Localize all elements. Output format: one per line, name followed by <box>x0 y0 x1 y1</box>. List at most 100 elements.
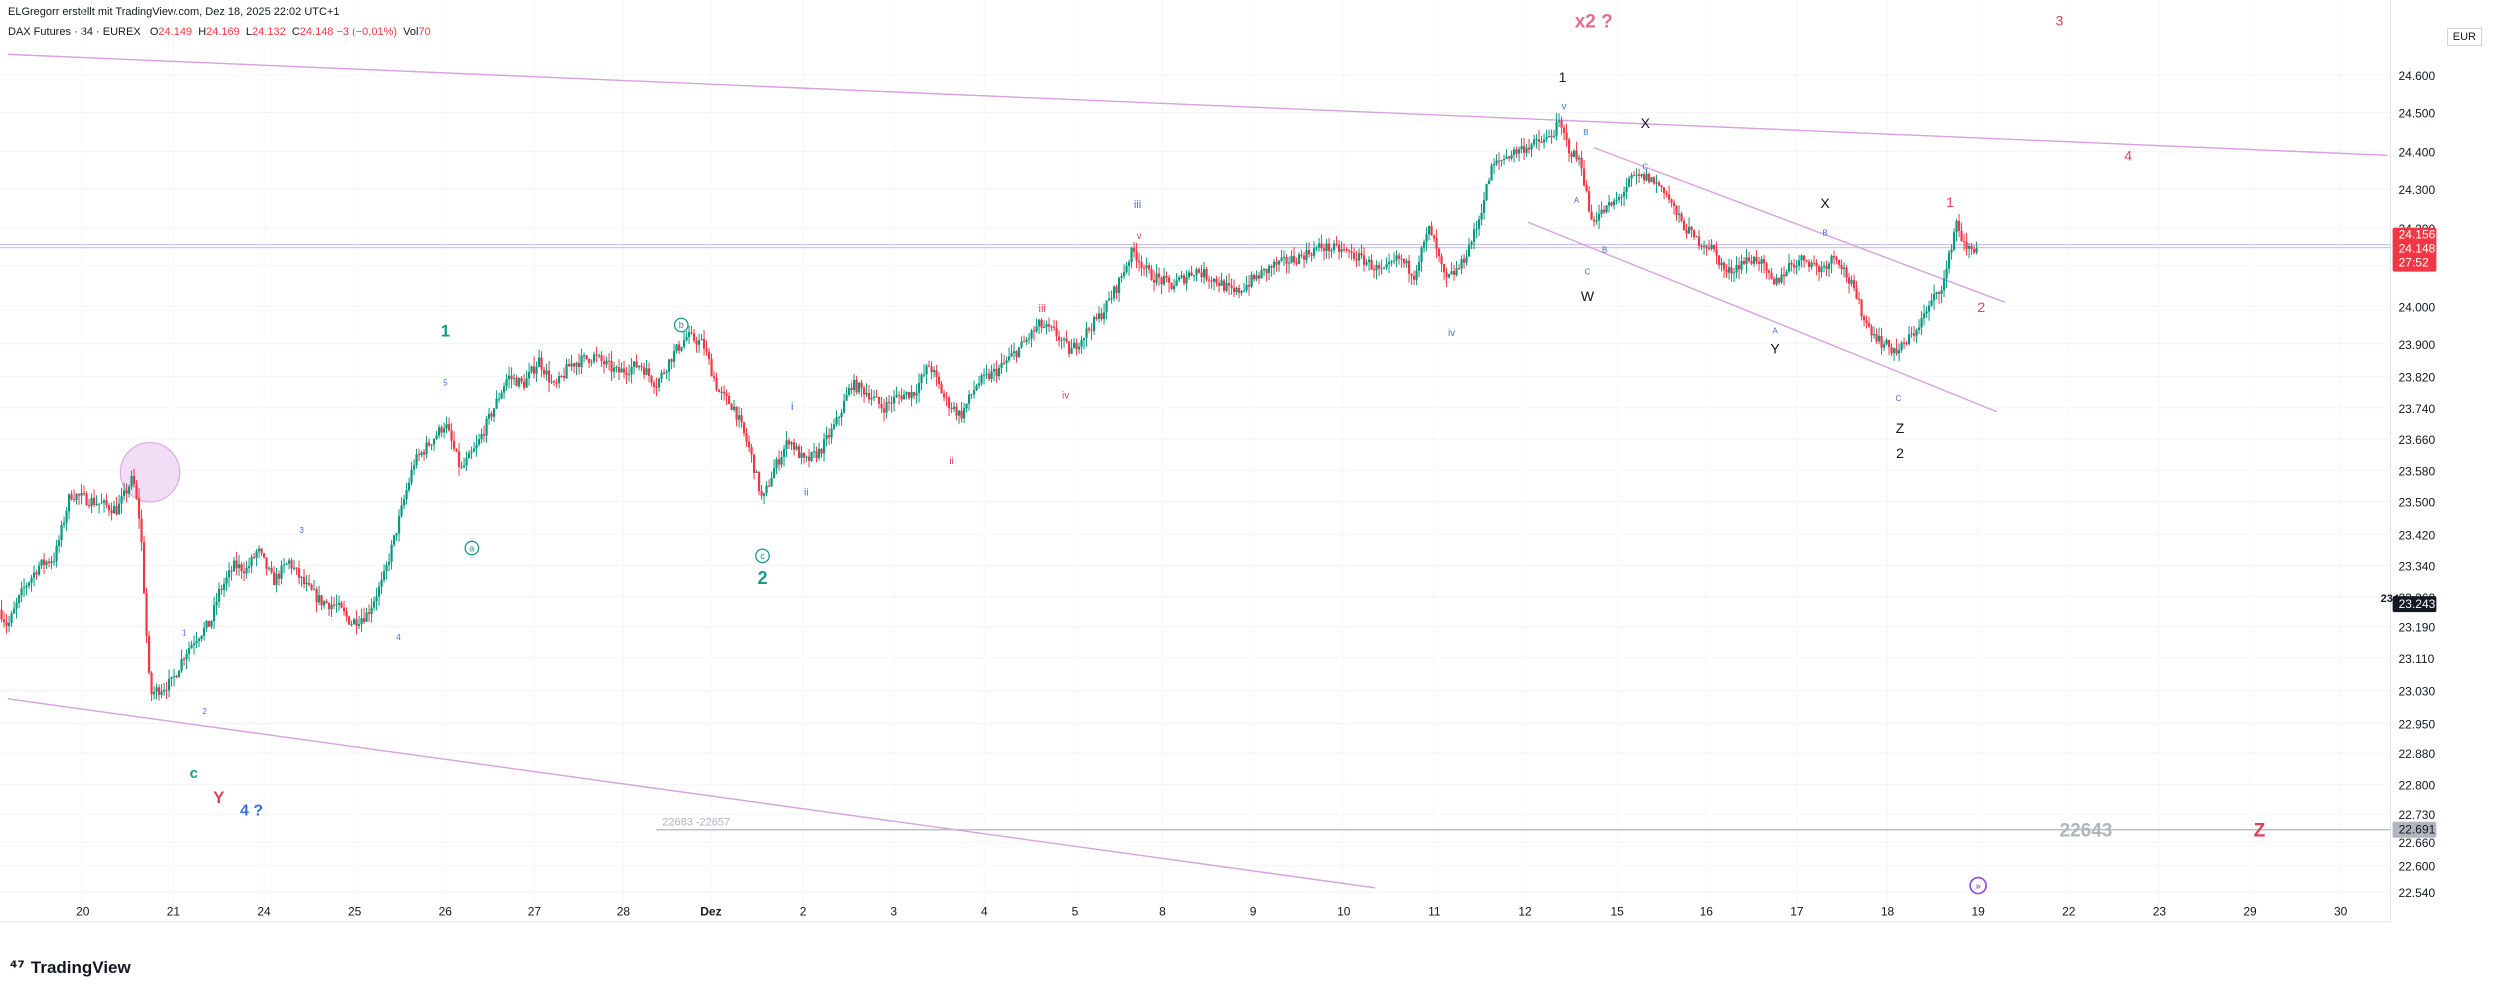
candle-body <box>1372 269 1376 271</box>
mark-price-tag: 23.243 <box>2399 597 2436 611</box>
candle-body <box>1317 243 1321 248</box>
ohlc-open: O24.149 <box>149 26 193 38</box>
candle-body <box>1945 268 1948 279</box>
candle-body <box>860 382 863 388</box>
candle-body <box>22 587 26 589</box>
candle-body <box>27 582 31 586</box>
candle-body <box>1772 278 1776 285</box>
candle-body <box>665 371 668 373</box>
candle-body <box>760 490 763 496</box>
price-tick: 23.500 <box>2398 496 2435 510</box>
candle-body <box>995 368 998 377</box>
candle-body <box>1947 252 1951 269</box>
candle-body <box>37 565 41 575</box>
candle-body <box>1725 269 1728 273</box>
symbol-name[interactable]: DAX Futures · 34 · EUREX <box>8 26 141 38</box>
candle-body <box>1907 334 1911 344</box>
candle-body <box>192 643 196 645</box>
price-tick: 23.190 <box>2398 621 2435 635</box>
level-price-tag-bg <box>2392 821 2437 838</box>
candle-body <box>212 605 216 622</box>
wave-label: A <box>1574 196 1580 205</box>
candle-body <box>832 424 836 429</box>
candle-body <box>1537 139 1541 142</box>
candle-body <box>1032 330 1036 332</box>
candle-body <box>1030 330 1033 339</box>
candle-body <box>1355 258 1358 261</box>
candle-body <box>1447 274 1451 278</box>
candle-body <box>695 340 698 345</box>
candle-body <box>657 378 661 388</box>
tradingview-logo[interactable]: ⁴⁷ TradingView <box>10 958 131 978</box>
candle-body <box>1565 132 1568 140</box>
candle-body <box>190 644 193 649</box>
candle-body <box>100 502 103 504</box>
candle-body <box>392 535 396 545</box>
volume: Vol70 <box>403 26 431 38</box>
candle-body <box>65 511 68 523</box>
candle-body <box>1087 328 1091 330</box>
candle-body <box>1665 193 1668 195</box>
candle-body <box>1850 280 1853 284</box>
candle-body <box>1092 317 1096 331</box>
candle-body <box>1937 292 1941 294</box>
candle-body <box>180 658 183 671</box>
wave-label: 4 <box>396 633 401 642</box>
candle-body <box>35 572 38 575</box>
currency-button[interactable]: EUR <box>2446 28 2482 46</box>
candle-body <box>1765 263 1768 271</box>
candle-body <box>1870 326 1873 336</box>
candle-body <box>725 393 728 397</box>
candle-body <box>1432 235 1436 239</box>
candle-body <box>210 621 213 627</box>
candle-body <box>160 691 163 695</box>
candle-body <box>1925 311 1928 314</box>
candle-body <box>1502 158 1506 161</box>
candle-body <box>1747 257 1751 261</box>
candle-body <box>952 406 956 410</box>
candle-body <box>595 354 598 356</box>
candle-body <box>1547 135 1551 138</box>
candle-body <box>1647 173 1651 183</box>
candle-body <box>920 374 923 383</box>
wave-label: 1 <box>182 628 187 637</box>
candle-body <box>1737 265 1741 270</box>
wave-label: B <box>1822 229 1827 238</box>
candle-body <box>1300 254 1303 256</box>
candle-body <box>282 564 286 566</box>
candle-body <box>837 417 841 419</box>
candle-body <box>1057 336 1061 341</box>
candle-body <box>1900 342 1903 351</box>
candle-body <box>1575 150 1578 160</box>
candle-body <box>1327 243 1331 252</box>
candle-body <box>1525 147 1528 153</box>
candle-body <box>975 385 978 391</box>
candle-body <box>52 561 56 563</box>
candle-body <box>1035 326 1038 332</box>
candle-body <box>1020 341 1023 348</box>
candle-body <box>1140 262 1143 268</box>
candle-body <box>187 648 191 654</box>
candle-body <box>507 375 511 380</box>
candle-body <box>1570 153 1573 157</box>
candle-body <box>1962 241 1966 243</box>
candle-body <box>1425 234 1428 242</box>
candle-body <box>677 344 681 351</box>
candle-body <box>1037 319 1041 327</box>
candle-body <box>495 398 498 409</box>
candle-body <box>1222 280 1226 291</box>
replay-icon <box>1969 876 1987 895</box>
candle-body <box>327 603 331 610</box>
price-tick: 22.800 <box>2398 778 2435 792</box>
candle-body <box>765 485 768 494</box>
candle-body <box>460 466 463 468</box>
candle-body <box>717 389 721 393</box>
candle-body <box>1847 277 1851 284</box>
candle-body <box>1802 255 1806 261</box>
candle-body <box>1352 252 1356 259</box>
candle-body <box>800 452 803 458</box>
candle-body <box>972 390 976 395</box>
candle-body <box>1042 326 1046 328</box>
